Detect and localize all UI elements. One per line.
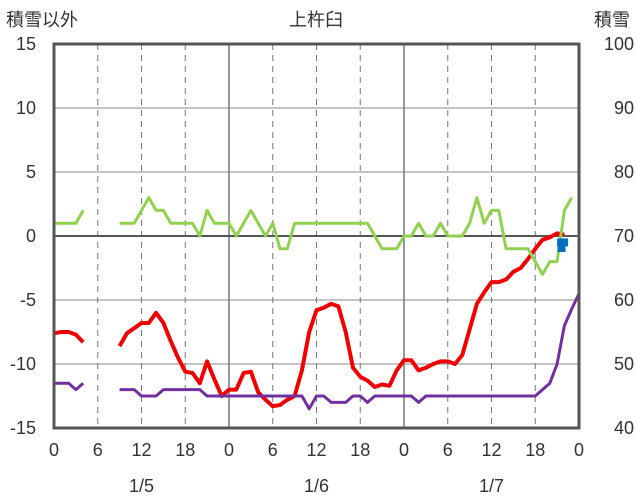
x-tick-label: 6 xyxy=(443,440,453,460)
y-right-tick-label: 70 xyxy=(614,226,634,246)
x-tick-label: 0 xyxy=(574,440,584,460)
y-left-tick-label: -10 xyxy=(10,354,36,374)
plot-frame xyxy=(52,42,581,430)
y-left-tick-label: 5 xyxy=(26,162,36,182)
y-left-tick-label: 0 xyxy=(26,226,36,246)
x-tick-label: 12 xyxy=(481,440,501,460)
date-label: 1/7 xyxy=(479,476,504,496)
x-tick-label: 12 xyxy=(306,440,326,460)
series-layer xyxy=(53,196,581,411)
series-1-segment-0 xyxy=(54,209,85,225)
chart-title: 上杵臼 xyxy=(289,10,343,31)
date-labels: 1/5 1/6 1/7 xyxy=(129,476,504,496)
series-2-segment-1 xyxy=(119,292,581,411)
x-tick-label: 6 xyxy=(268,440,278,460)
y-left-tick-label: 10 xyxy=(16,98,36,118)
x-ticks: 0 6 12 18 0 6 12 18 0 6 12 18 0 xyxy=(49,440,584,460)
series-0-segment-0 xyxy=(53,330,85,344)
x-tick-label: 6 xyxy=(93,440,103,460)
x-tick-label: 0 xyxy=(224,440,234,460)
y-right-tick-label: 60 xyxy=(614,290,634,310)
series-1-segment-1 xyxy=(119,196,574,276)
x-tick-label: 18 xyxy=(350,440,370,460)
series-0-segment-1 xyxy=(117,231,565,409)
y-left-label: 積雪以外 xyxy=(6,10,78,31)
series-2-segment-0 xyxy=(54,381,85,392)
y-right-label: 積雪 xyxy=(594,10,630,31)
y-right-tick-label: 90 xyxy=(614,98,634,118)
y-right-tick-label: 80 xyxy=(614,162,634,182)
date-label: 1/6 xyxy=(304,476,329,496)
x-tick-label: 0 xyxy=(399,440,409,460)
y-right-tick-label: 50 xyxy=(614,354,634,374)
y-right-tick-label: 100 xyxy=(604,34,634,54)
y-left-tick-label: 15 xyxy=(16,34,36,54)
y-right-ticks: 100 90 80 70 60 50 40 xyxy=(604,34,634,438)
y-right-tick-label: 40 xyxy=(614,418,634,438)
date-label: 1/5 xyxy=(129,476,154,496)
y-left-tick-label: -5 xyxy=(20,290,36,310)
x-tick-label: 18 xyxy=(175,440,195,460)
y-left-tick-label: -15 xyxy=(10,418,36,438)
x-tick-label: 18 xyxy=(525,440,545,460)
y-left-ticks: 15 10 5 0 -5 -10 -15 xyxy=(10,34,36,438)
x-tick-label: 0 xyxy=(49,440,59,460)
x-tick-label: 12 xyxy=(131,440,151,460)
